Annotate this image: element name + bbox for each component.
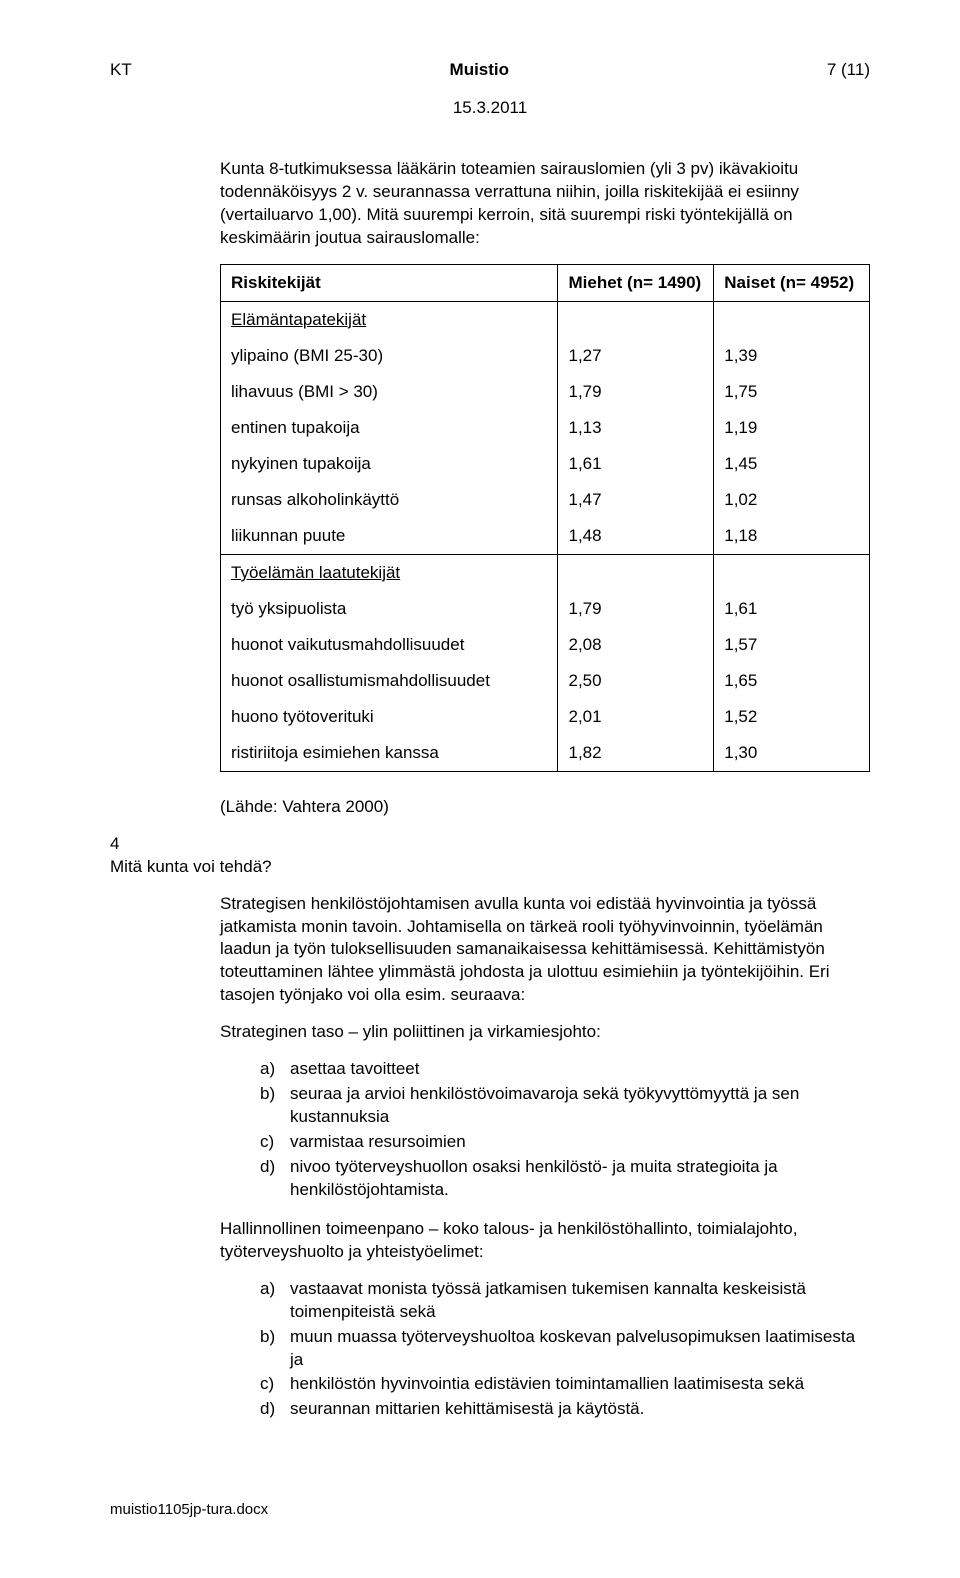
row-women: 1,02 — [714, 482, 870, 518]
row-men: 2,01 — [558, 699, 714, 735]
subheading-strategic: Strateginen taso – ylin poliittinen ja v… — [220, 1021, 870, 1044]
row-men: 1,79 — [558, 591, 714, 627]
list-marker: b) — [260, 1083, 290, 1129]
section-title: Mitä kunta voi tehdä? — [110, 856, 870, 879]
row-women: 1,61 — [714, 591, 870, 627]
risk-factors-table: Riskitekijät Miehet (n= 1490) Naiset (n=… — [220, 264, 870, 772]
subheading-admin-block: Hallinnollinen toimeenpano – koko talous… — [220, 1218, 870, 1264]
document-date: 15.3.2011 — [110, 98, 870, 118]
row-men: 1,47 — [558, 482, 714, 518]
row-women: 1,45 — [714, 446, 870, 482]
row-women: 1,65 — [714, 663, 870, 699]
list-marker: c) — [260, 1131, 290, 1154]
row-men: 1,13 — [558, 410, 714, 446]
intro-paragraph: Kunta 8-tutkimuksessa lääkärin toteamien… — [220, 158, 870, 250]
group-title-lifestyle: Elämäntapatekijät — [231, 310, 366, 329]
list-item: b)muun muassa työterveyshuoltoa koskevan… — [260, 1326, 870, 1372]
table-header-row: Riskitekijät Miehet (n= 1490) Naiset (n=… — [221, 264, 870, 301]
row-men: 2,08 — [558, 627, 714, 663]
table-row: ylipaino (BMI 25-30)1,271,39 — [221, 338, 870, 374]
section-4-content: Strategisen henkilöstöjohtamisen avulla … — [220, 893, 870, 1045]
header-left: KT — [110, 60, 132, 80]
table-row: työ yksipuolista1,791,61 — [221, 591, 870, 627]
row-label: työ yksipuolista — [221, 591, 558, 627]
list-marker: b) — [260, 1326, 290, 1372]
content: Kunta 8-tutkimuksessa lääkärin toteamien… — [220, 158, 870, 819]
table-row: liikunnan puute1,481,18 — [221, 518, 870, 555]
row-women: 1,39 — [714, 338, 870, 374]
row-men: 2,50 — [558, 663, 714, 699]
page: KT Muistio 7 (11) 15.3.2011 Kunta 8-tutk… — [0, 0, 960, 1578]
row-men: 1,61 — [558, 446, 714, 482]
group-title-worklife: Työelämän laatutekijät — [231, 563, 400, 582]
list-item: b)seuraa ja arvioi henkilöstövoimavaroja… — [260, 1083, 870, 1129]
list-marker: a) — [260, 1278, 290, 1324]
row-men: 1,79 — [558, 374, 714, 410]
row-women: 1,18 — [714, 518, 870, 555]
list-marker: d) — [260, 1156, 290, 1202]
table-row: Elämäntapatekijät — [221, 301, 870, 338]
row-label: nykyinen tupakoija — [221, 446, 558, 482]
row-women: 1,19 — [714, 410, 870, 446]
table-row: huonot osallistumismahdollisuudet2,501,6… — [221, 663, 870, 699]
list-text: henkilöstön hyvinvointia edistävien toim… — [290, 1373, 870, 1396]
list-text: seurannan mittarien kehittämisestä ja kä… — [290, 1398, 870, 1421]
col-header-men: Miehet (n= 1490) — [558, 264, 714, 301]
list-marker: d) — [260, 1398, 290, 1421]
subheading-admin: Hallinnollinen toimeenpano – koko talous… — [220, 1218, 870, 1264]
table-row: ristiriitoja esimiehen kanssa1,821,30 — [221, 735, 870, 772]
row-label: runsas alkoholinkäyttö — [221, 482, 558, 518]
list-text: seuraa ja arvioi henkilöstövoimavaroja s… — [290, 1083, 870, 1129]
list-text: asettaa tavoitteet — [290, 1058, 870, 1081]
row-men: 1,48 — [558, 518, 714, 555]
list-text: varmistaa resursoimien — [290, 1131, 870, 1154]
row-women: 1,57 — [714, 627, 870, 663]
section-4-heading: 4 Mitä kunta voi tehdä? — [110, 833, 870, 879]
list-marker: a) — [260, 1058, 290, 1081]
row-label: huonot vaikutusmahdollisuudet — [221, 627, 558, 663]
section-number: 4 — [110, 833, 870, 856]
table-row: Työelämän laatutekijät — [221, 554, 870, 591]
row-women: 1,52 — [714, 699, 870, 735]
header-center: Muistio — [450, 60, 510, 80]
row-label: huonot osallistumismahdollisuudet — [221, 663, 558, 699]
source-citation: (Lähde: Vahtera 2000) — [220, 796, 870, 819]
row-label: ylipaino (BMI 25-30) — [221, 338, 558, 374]
list-text: vastaavat monista työssä jatkamisen tuke… — [290, 1278, 870, 1324]
row-men: 1,27 — [558, 338, 714, 374]
list-admin: a)vastaavat monista työssä jatkamisen tu… — [260, 1278, 870, 1422]
table-row: entinen tupakoija1,131,19 — [221, 410, 870, 446]
row-men: 1,82 — [558, 735, 714, 772]
row-label: lihavuus (BMI > 30) — [221, 374, 558, 410]
row-label: ristiriitoja esimiehen kanssa — [221, 735, 558, 772]
list-item: c)henkilöstön hyvinvointia edistävien to… — [260, 1373, 870, 1396]
list-text: nivoo työterveyshuollon osaksi henkilöst… — [290, 1156, 870, 1202]
col-header-women: Naiset (n= 4952) — [714, 264, 870, 301]
row-women: 1,30 — [714, 735, 870, 772]
table-row: huonot vaikutusmahdollisuudet2,081,57 — [221, 627, 870, 663]
list-item: a)vastaavat monista työssä jatkamisen tu… — [260, 1278, 870, 1324]
list-marker: c) — [260, 1373, 290, 1396]
row-label: liikunnan puute — [221, 518, 558, 555]
row-women: 1,75 — [714, 374, 870, 410]
col-header-risk: Riskitekijät — [221, 264, 558, 301]
list-text: muun muassa työterveyshuoltoa koskevan p… — [290, 1326, 870, 1372]
table-row: huono työtoverituki2,011,52 — [221, 699, 870, 735]
page-header: KT Muistio 7 (11) — [110, 60, 870, 80]
list-strategic: a)asettaa tavoitteet b)seuraa ja arvioi … — [260, 1058, 870, 1202]
table-row: runsas alkoholinkäyttö1,471,02 — [221, 482, 870, 518]
row-label: entinen tupakoija — [221, 410, 558, 446]
list-item: d)nivoo työterveyshuollon osaksi henkilö… — [260, 1156, 870, 1202]
list-item: a)asettaa tavoitteet — [260, 1058, 870, 1081]
list-item: d)seurannan mittarien kehittämisestä ja … — [260, 1398, 870, 1421]
table-row: lihavuus (BMI > 30)1,791,75 — [221, 374, 870, 410]
list-item: c)varmistaa resursoimien — [260, 1131, 870, 1154]
table-row: nykyinen tupakoija1,611,45 — [221, 446, 870, 482]
header-right: 7 (11) — [827, 60, 870, 80]
row-label: huono työtoverituki — [221, 699, 558, 735]
section-4-paragraph: Strategisen henkilöstöjohtamisen avulla … — [220, 893, 870, 1008]
